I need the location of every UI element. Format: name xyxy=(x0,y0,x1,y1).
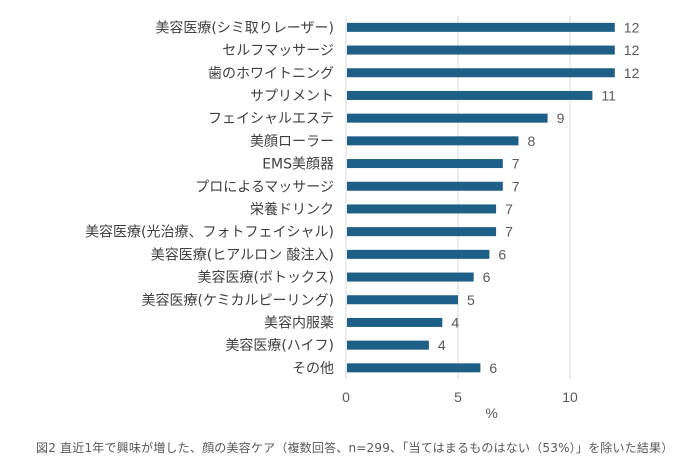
bar xyxy=(347,273,474,282)
data-label: 6 xyxy=(489,360,497,376)
bar xyxy=(347,182,503,191)
bar-chart: 美容医療(シミ取りレーザー) セルフマッサージ歯のホワイトニングサプリメントフェイ… xyxy=(0,0,700,425)
bar xyxy=(347,114,548,123)
category-label: その他 xyxy=(292,361,334,377)
data-label: 9 xyxy=(557,110,565,126)
data-label: 7 xyxy=(505,201,513,217)
bar xyxy=(347,363,480,372)
data-label: 4 xyxy=(451,314,459,330)
x-axis-title: % xyxy=(485,405,497,421)
data-label: 12 xyxy=(624,65,640,81)
x-axis-ticks: 0 5 10 xyxy=(342,389,578,405)
bar xyxy=(347,318,442,327)
data-label: 6 xyxy=(483,269,491,285)
x-tick-label: 5 xyxy=(454,389,462,405)
data-label: 7 xyxy=(512,156,520,172)
bars xyxy=(347,23,615,373)
category-label: 美容医療(ケミカルピーリング) xyxy=(141,292,334,309)
category-labels: 美容医療(シミ取りレーザー) セルフマッサージ歯のホワイトニングサプリメントフェイ… xyxy=(85,19,334,377)
category-label: セルフマッサージ xyxy=(222,43,334,59)
category-label: 美容医療(光治療、フォトフェイシャル) xyxy=(85,224,334,241)
category-label: プロによるマッサージ xyxy=(195,179,334,195)
bar xyxy=(347,159,503,168)
data-label: 12 xyxy=(624,42,640,58)
category-label: 美容医療(ヒアルロン 酸注入) xyxy=(151,246,334,263)
data-label: 8 xyxy=(527,133,535,149)
category-label: EMS美顔器 xyxy=(262,157,334,173)
x-tick-label: 0 xyxy=(342,389,350,405)
bar xyxy=(347,46,615,55)
bar xyxy=(347,250,489,259)
bar xyxy=(347,91,592,100)
bar xyxy=(347,204,496,213)
data-label: 12 xyxy=(624,19,640,35)
data-label: 4 xyxy=(438,337,446,353)
bar xyxy=(347,136,518,145)
category-label: フェイシャルエステ xyxy=(208,111,334,127)
data-label: 6 xyxy=(498,246,506,262)
bar xyxy=(347,295,458,304)
data-label: 5 xyxy=(467,292,475,308)
data-label: 7 xyxy=(512,178,520,194)
category-label: 美容医療(ボトックス) xyxy=(197,269,334,286)
figure-caption: 図2 直近1年で興味が増した、顔の美容ケア（複数回答、n=299、「当てはまるも… xyxy=(36,440,673,456)
data-label: 7 xyxy=(505,224,513,240)
bar xyxy=(347,23,615,32)
category-label: 美容内服薬 xyxy=(264,314,334,331)
x-tick-label: 10 xyxy=(562,389,578,405)
category-label: 美容医療(ハイフ) xyxy=(225,337,334,354)
category-label: 美容医療(シミ取りレーザー) xyxy=(155,19,334,36)
data-label: 11 xyxy=(601,87,616,103)
category-label: 美顔ローラー xyxy=(250,134,334,150)
category-label: 歯のホワイトニング xyxy=(208,66,334,82)
category-label: サプリメント xyxy=(250,88,334,104)
bar xyxy=(347,68,615,77)
bar xyxy=(347,341,429,350)
category-label: 栄養ドリンク xyxy=(250,201,334,218)
bar xyxy=(347,227,496,236)
